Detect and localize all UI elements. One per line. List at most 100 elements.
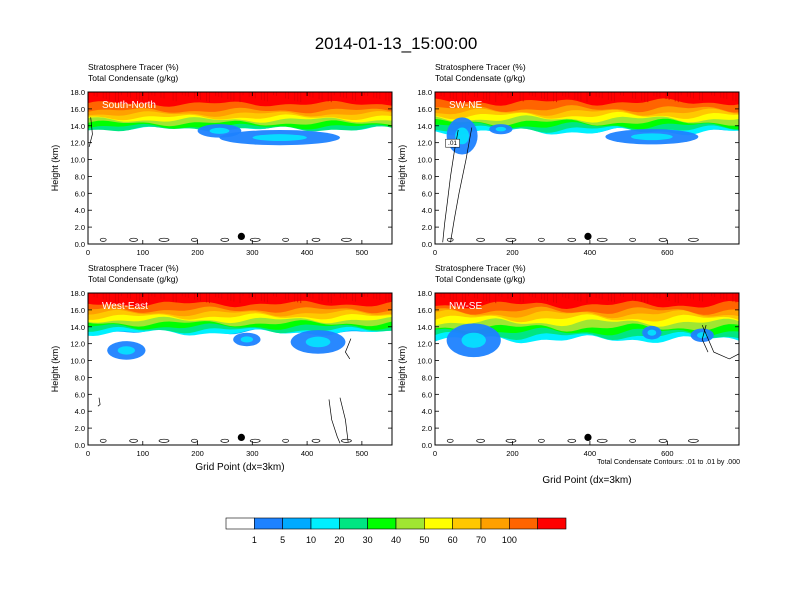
y-tick-label: 6.0 — [422, 189, 432, 198]
y-tick-label: 0.0 — [422, 441, 432, 450]
surface-contour-8 — [688, 237, 699, 242]
y-tick-label: 2.0 — [75, 223, 85, 232]
colorbar-swatch-9 — [480, 517, 510, 530]
y-tick-label: 4.0 — [422, 206, 432, 215]
y-tick-label: 2.0 — [422, 424, 432, 433]
panels: 0.0 2.0 4.0 6.0 8.0 10.0 12.0 14.0 16.0 18.0 0 100 2… — [50, 62, 740, 486]
y-tick-label: 18.0 — [417, 289, 432, 298]
surface-contour-3 — [191, 438, 198, 443]
surface-contour-4 — [220, 237, 230, 242]
colorbar-label: 60 — [448, 535, 458, 545]
surface-contour-5 — [596, 237, 608, 242]
tracer-blob-core-0 — [209, 127, 230, 134]
surface-contour-5 — [249, 237, 261, 242]
surface-contour-8 — [341, 438, 352, 443]
y-tick-label: 16.0 — [417, 105, 432, 114]
y-tick-label: 10.0 — [417, 156, 432, 165]
y-tick-label: 2.0 — [422, 223, 432, 232]
y-tick-label: 8.0 — [422, 172, 432, 181]
panel-title-tracer: Stratosphere Tracer (%) — [435, 62, 526, 72]
x-tick-label: 300 — [246, 248, 259, 257]
y-tick-label: 6.0 — [75, 189, 85, 198]
contour-line-1 — [328, 399, 341, 444]
y-tick-label: 6.0 — [422, 390, 432, 399]
x-tick-label: 400 — [301, 449, 314, 458]
y-axis-label: Height (km) — [50, 346, 60, 393]
x-tick-label: 200 — [191, 449, 204, 458]
tracer-blob-core-0 — [117, 346, 135, 355]
contour-line-1 — [701, 325, 709, 353]
y-tick-label: 16.0 — [70, 306, 85, 315]
surface-contour-7 — [311, 237, 321, 242]
tracer-field — [88, 293, 392, 444]
y-tick-label: 12.0 — [70, 139, 85, 148]
surface-contour-3 — [538, 438, 545, 443]
condensate-contours — [97, 338, 352, 444]
y-axis-label: Height (km) — [397, 145, 407, 192]
x-tick-label: 600 — [661, 449, 674, 458]
x-axis-label: Grid Point (dx=3km) — [195, 462, 284, 473]
y-tick-label: 8.0 — [75, 172, 85, 181]
surface-contour-2 — [158, 438, 170, 443]
colorbar-label: 70 — [476, 535, 486, 545]
y-tick-label: 12.0 — [70, 340, 85, 349]
contour-line-2 — [339, 397, 349, 443]
condensate-contours — [446, 324, 739, 443]
tracer-blob-core-1 — [630, 133, 673, 141]
panel-title-condensate: Total Condensate (g/kg) — [88, 274, 178, 284]
surface-contour-8 — [341, 237, 352, 242]
y-tick-label: 0.0 — [422, 240, 432, 249]
y-tick-label: 8.0 — [75, 373, 85, 382]
surface-contour-2 — [505, 438, 517, 443]
tracer-blob-core-2 — [240, 336, 254, 343]
colorbar-label: 10 — [306, 535, 316, 545]
x-tick-label: 100 — [137, 449, 150, 458]
colorbar-swatch-2 — [282, 517, 312, 530]
contour-line-3 — [345, 338, 352, 360]
colorbar-swatch-0 — [225, 517, 255, 530]
x-tick-label: 0 — [86, 248, 90, 257]
panel-title-condensate: Total Condensate (g/kg) — [435, 274, 525, 284]
y-tick-label: 10.0 — [70, 357, 85, 366]
contour-line-0 — [442, 129, 459, 243]
figure-title: 2014-01-13_15:00:00 — [315, 34, 478, 53]
tracer-blob-core-1 — [647, 329, 657, 336]
panel-label: South-North — [102, 100, 156, 111]
panel-south-north: 0.0 2.0 4.0 6.0 8.0 10.0 12.0 14.0 16.0 18.0 0 100 2… — [50, 62, 393, 257]
y-tick-label: 4.0 — [75, 407, 85, 416]
tracer-blob-core-1 — [305, 336, 331, 348]
surface-contour-3 — [191, 237, 198, 242]
tracer-blob-core-0 — [461, 332, 486, 348]
y-tick-label: 4.0 — [422, 407, 432, 416]
panel-label: NW-SE — [449, 301, 482, 312]
surface-contour-4 — [567, 438, 577, 443]
surface-contour-1 — [129, 438, 138, 443]
surface-contour-6 — [629, 438, 636, 443]
colorbar-swatch-1 — [254, 517, 283, 530]
colorbar-label: 20 — [334, 535, 344, 545]
panel-title-tracer: Stratosphere Tracer (%) — [88, 263, 179, 273]
condensate-contours — [442, 127, 699, 243]
tracer-blob-core-2 — [495, 126, 507, 132]
surface-contour-0 — [446, 237, 454, 242]
surface-contour-5 — [596, 438, 608, 443]
x-tick-label: 500 — [356, 449, 369, 458]
x-tick-label: 200 — [191, 248, 204, 257]
surface-contour-4 — [567, 237, 577, 242]
y-tick-label: 10.0 — [417, 357, 432, 366]
colorbar-label: 50 — [419, 535, 429, 545]
surface-contour-4 — [220, 438, 230, 443]
colorbar-swatch-5 — [367, 517, 397, 530]
y-tick-label: 12.0 — [417, 139, 432, 148]
y-tick-label: 0.0 — [75, 441, 85, 450]
contour-line-0 — [701, 324, 739, 360]
y-tick-label: 18.0 — [70, 88, 85, 97]
colorbar-label: 5 — [280, 535, 285, 545]
colorbar-label: 40 — [391, 535, 401, 545]
colorbar-swatch-11 — [537, 517, 567, 530]
surface-contour-1 — [476, 438, 485, 443]
x-tick-label: 400 — [584, 449, 597, 458]
contour-footnote: Total Condensate Contours: .01 to .01 by… — [597, 459, 740, 466]
surface-contour-7 — [658, 438, 668, 443]
